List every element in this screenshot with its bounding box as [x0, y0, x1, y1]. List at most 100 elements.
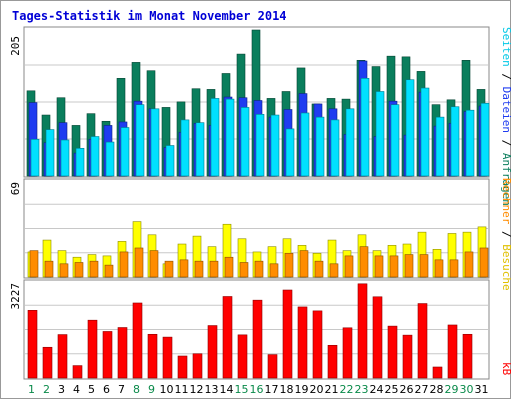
legend-seiten: Seiten [500, 27, 512, 67]
bars-layer [26, 29, 490, 379]
x-label-day-25: 25 [385, 383, 399, 396]
middle-rechner-bar-day-9 [149, 250, 159, 278]
bottom-legend: kB [500, 362, 512, 376]
top-seiten-bar-day-29 [450, 106, 460, 177]
chart-title: Tages-Statistik im Monat November 2014 [12, 9, 287, 23]
middle-rechner-bar-day-10 [164, 260, 174, 278]
top-seiten-bar-day-25 [390, 104, 400, 177]
top-seiten-bar-day-18 [285, 128, 295, 177]
middle-rechner-bar-day-4 [74, 262, 84, 278]
bottom-kb-bar-day-17 [267, 354, 278, 379]
middle-rechner-bar-day-7 [119, 251, 129, 278]
bottom-kb-bar-day-21 [327, 344, 338, 379]
middle-rechner-bar-day-14 [224, 256, 234, 278]
middle-rechner-bar-day-18 [284, 252, 294, 278]
middle-rechner-bar-day-29 [449, 259, 459, 278]
middle-rechner-bar-day-28 [434, 259, 444, 278]
middle-rechner-bar-day-13 [209, 260, 219, 278]
middle-rechner-bar-day-31 [479, 247, 489, 278]
bottom-kb-bar-day-29 [447, 324, 458, 379]
middle-rechner-bar-day-30 [464, 251, 474, 278]
bottom-kb-bar-day-1 [27, 310, 38, 379]
top-seiten-bar-day-22 [345, 108, 355, 177]
middle-rechner-bar-day-12 [194, 260, 204, 278]
top-max-label: 205 [9, 36, 22, 56]
top-seiten-bar-day-13 [210, 98, 220, 177]
top-seiten-bar-day-12 [195, 122, 205, 177]
middle-rechner-bar-day-17 [269, 263, 279, 278]
top-seiten-bar-day-10 [165, 145, 175, 177]
top-seiten-bar-day-7 [120, 127, 130, 177]
top-seiten-bar-day-3 [60, 139, 70, 177]
bottom-kb-bar-day-5 [87, 319, 98, 379]
top-seiten-bar-day-9 [150, 108, 160, 177]
middle-rechner-bar-day-25 [389, 255, 399, 278]
bottom-kb-bar-day-9 [147, 333, 158, 379]
top-seiten-bar-day-28 [435, 116, 445, 177]
bottom-kb-bar-day-28 [432, 366, 443, 379]
middle-rechner-bar-day-20 [314, 260, 324, 278]
top-seiten-bar-day-11 [180, 119, 190, 177]
x-label-day-10: 10 [160, 383, 174, 396]
middle-rechner-bar-day-26 [404, 254, 414, 278]
bottom-kb-bar-day-22 [342, 327, 353, 379]
x-label-day-16: 16 [250, 383, 264, 396]
x-label-day-2: 2 [43, 383, 50, 396]
x-label-day-26: 26 [400, 383, 414, 396]
top-seiten-bar-day-16 [255, 114, 265, 177]
x-label-day-6: 6 [103, 383, 110, 396]
middle-rechner-bar-day-8 [134, 247, 144, 278]
x-label-day-23: 23 [355, 383, 369, 396]
middle-rechner-bar-day-19 [299, 250, 309, 278]
x-label-day-18: 18 [280, 383, 294, 396]
middle-rechner-bar-day-6 [104, 264, 114, 278]
x-axis-labels: 1 2 3 4 5 6 7 8 9 10 11 12 13 14 15 16 17 18 19 20 21 22 23 24 2… [28, 383, 489, 396]
middle-rechner-bar-day-3 [59, 263, 69, 278]
legend-rechner: Rechner [500, 178, 512, 225]
bottom-kb-bar-day-4 [72, 365, 83, 379]
top-seiten-bar-day-23 [360, 78, 370, 177]
top-seiten-bar-day-6 [105, 141, 115, 177]
x-label-day-7: 7 [118, 383, 125, 396]
top-legend: Seiten / Dateien / Anfragen [500, 27, 512, 206]
top-seiten-bar-day-24 [375, 91, 385, 177]
top-seiten-bar-day-17 [270, 114, 280, 177]
middle-max-label: 69 [9, 182, 22, 195]
top-seiten-bar-day-31 [480, 102, 490, 177]
bottom-kb-bar-day-18 [282, 289, 293, 379]
top-seiten-bar-day-30 [465, 109, 475, 177]
bottom-kb-bar-day-16 [252, 299, 263, 379]
middle-rechner-bar-day-1 [29, 250, 39, 278]
bottom-kb-bar-day-23 [357, 283, 368, 379]
top-seiten-bar-day-15 [240, 107, 250, 177]
bottom-kb-bar-day-2 [42, 346, 53, 379]
x-label-day-19: 19 [295, 383, 309, 396]
x-label-day-27: 27 [415, 383, 429, 396]
top-seiten-bar-day-21 [330, 119, 340, 177]
x-label-day-21: 21 [325, 383, 339, 396]
legend-kb: kB [500, 362, 512, 376]
x-label-day-8: 8 [133, 383, 140, 396]
top-seiten-bar-day-2 [45, 129, 55, 177]
x-label-day-15: 15 [235, 383, 249, 396]
top-seiten-bar-day-19 [300, 112, 310, 177]
top-seiten-bar-day-26 [405, 79, 415, 177]
x-label-day-29: 29 [445, 383, 459, 396]
bottom-kb-bar-day-20 [312, 310, 323, 379]
middle-rechner-bar-day-22 [344, 255, 354, 278]
middle-rechner-bar-day-16 [254, 260, 264, 278]
x-label-day-12: 12 [190, 383, 204, 396]
bottom-kb-bar-day-11 [177, 355, 188, 379]
x-label-day-5: 5 [88, 383, 95, 396]
x-label-day-3: 3 [58, 383, 65, 396]
x-label-day-13: 13 [205, 383, 219, 396]
bottom-kb-bar-day-15 [237, 334, 248, 379]
x-label-day-31: 31 [475, 383, 489, 396]
top-seiten-bar-day-27 [420, 87, 430, 177]
middle-legend: Rechner / Besuche [500, 178, 512, 291]
bottom-kb-bar-day-12 [192, 353, 203, 379]
bottom-kb-bar-day-14 [222, 296, 233, 379]
legend-anfragen: Anfragen [500, 153, 512, 206]
x-label-day-17: 17 [265, 383, 279, 396]
